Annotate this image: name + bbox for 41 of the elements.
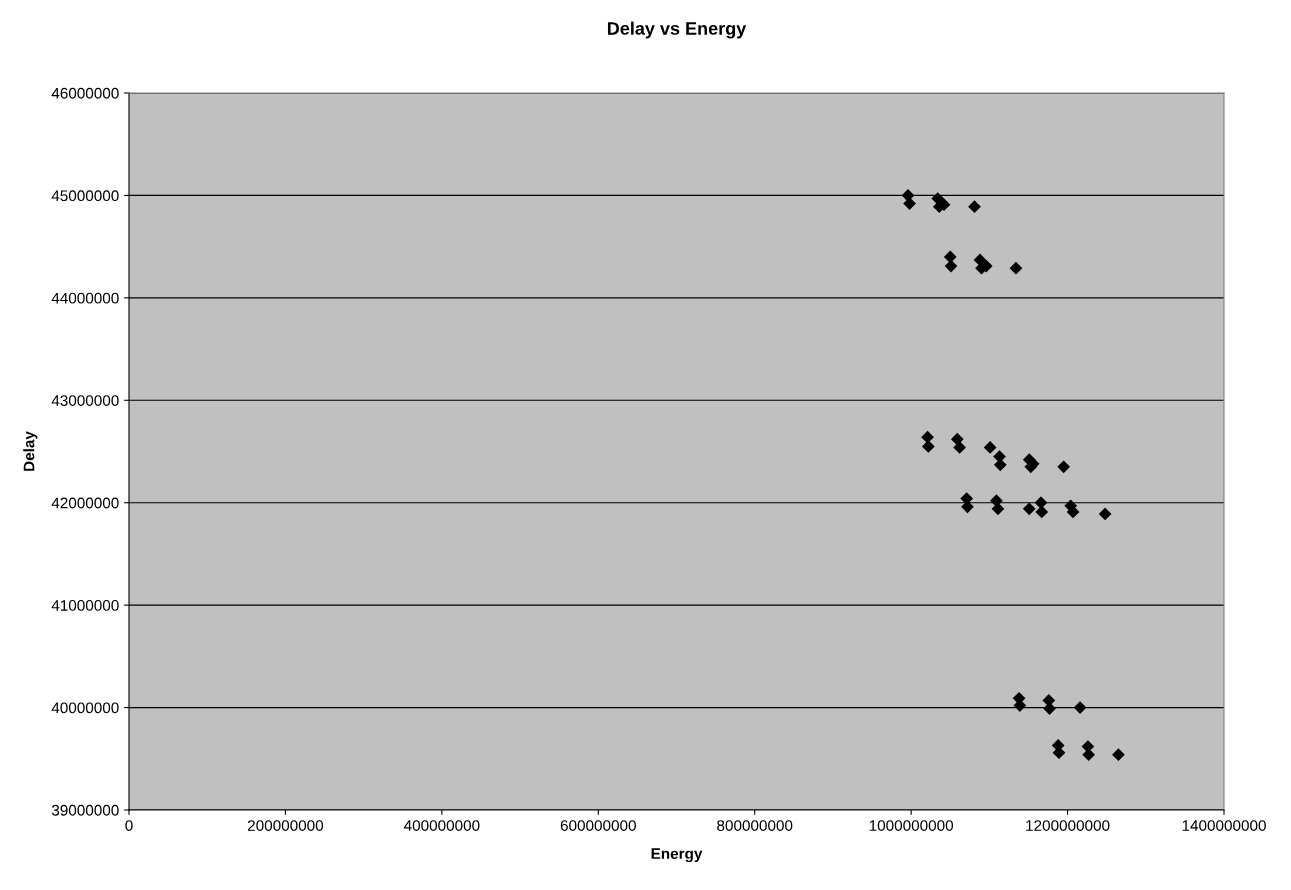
x-tick-label: 600000000 <box>560 820 636 831</box>
y-tick-label: 40000000 <box>51 702 119 714</box>
x-tick-label: 400000000 <box>403 820 480 831</box>
y-tick-label: 44000000 <box>51 292 119 304</box>
point <box>1057 460 1071 474</box>
y-tick-label: 41000000 <box>51 600 119 611</box>
point <box>943 250 957 264</box>
chart-title: Delay vs Energy <box>607 21 747 39</box>
point <box>961 500 974 514</box>
point <box>1013 699 1027 712</box>
point <box>983 441 997 454</box>
point <box>968 200 981 214</box>
x-tick-label: 0 <box>125 820 133 831</box>
x-axis-title: Energy <box>651 848 703 863</box>
point <box>991 502 1005 516</box>
point <box>1112 748 1125 762</box>
y-tick-label: 43000000 <box>51 395 119 406</box>
point <box>903 197 916 210</box>
x-tick-label: 1400000000 <box>1182 820 1266 831</box>
point <box>1073 701 1087 714</box>
x-tick-label: 800000000 <box>717 820 793 831</box>
x-tick-label: 200000000 <box>247 820 324 831</box>
x-tick-label: 1000000000 <box>869 820 954 831</box>
point <box>1098 507 1112 521</box>
point <box>1022 502 1036 516</box>
y-tick-label: 46000000 <box>51 87 119 99</box>
point <box>921 440 935 453</box>
point <box>1009 261 1023 275</box>
point <box>944 259 958 273</box>
point <box>1066 505 1080 519</box>
y-tick-label: 45000000 <box>51 190 119 202</box>
point <box>1034 496 1048 510</box>
y-tick-label: 42000000 <box>51 497 119 509</box>
point <box>1082 748 1096 762</box>
y-tick-label: 39000000 <box>51 804 119 816</box>
point <box>1035 505 1049 519</box>
point <box>1052 746 1066 759</box>
y-axis-title: Delay <box>23 431 38 471</box>
point <box>953 441 966 454</box>
x-tick-label: 1200000000 <box>1026 820 1110 831</box>
point <box>993 458 1007 472</box>
